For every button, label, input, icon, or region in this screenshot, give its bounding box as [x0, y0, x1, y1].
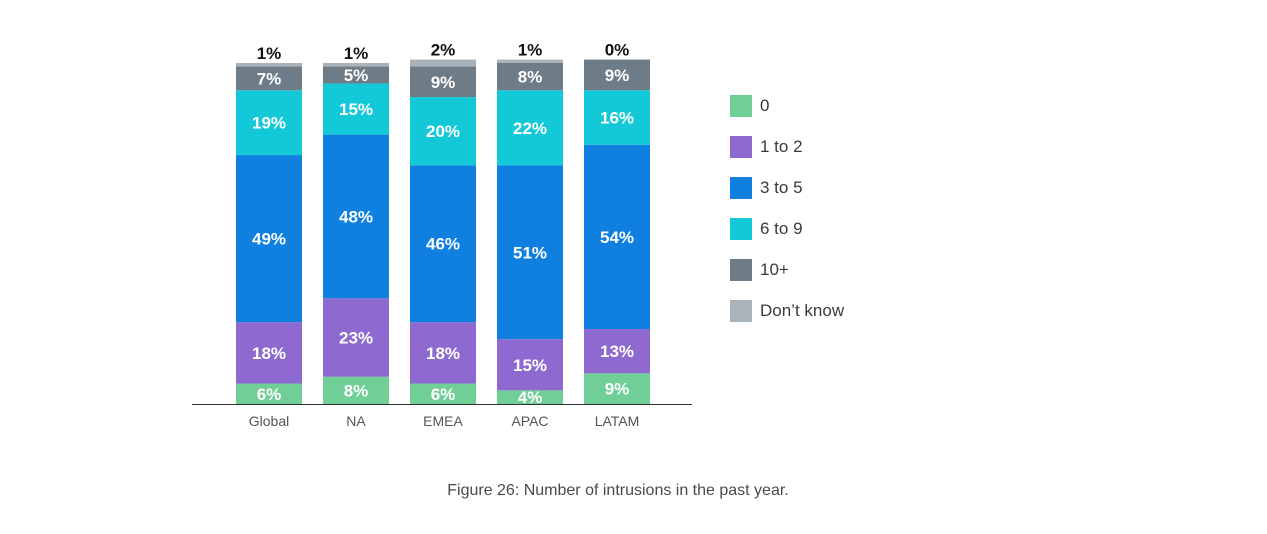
- legend-item-10-plus: 10+: [730, 249, 844, 290]
- legend-label-3-to-5: 3 to 5: [760, 177, 803, 197]
- legend-label-6-to-9: 6 to 9: [760, 218, 803, 238]
- x-tick-label-na: NA: [346, 413, 366, 429]
- data-label-global-don-t-know: 1%: [257, 44, 282, 63]
- bar-segment-latam-1-to-2: [584, 328, 650, 374]
- bar-segment-latam-6-to-9: [584, 90, 650, 145]
- data-label-emea-10: 9%: [431, 73, 456, 92]
- legend-swatch-1-to-2: [730, 135, 752, 158]
- data-label-na-10: 5%: [344, 66, 369, 85]
- bar-segment-apac-0: [497, 390, 563, 404]
- bar-segment-latam-10: [584, 59, 650, 91]
- legend-item-3-to-5: 3 to 5: [730, 167, 844, 208]
- legend-swatch-10-plus: [730, 258, 752, 281]
- bar-segment-emea-1-to-2: [410, 322, 476, 384]
- bar-segment-emea-don-t-know: [410, 59, 476, 67]
- bar-segment-apac-10: [497, 63, 563, 91]
- x-tick-label-global: Global: [249, 413, 289, 429]
- data-label-na-don-t-know: 1%: [344, 44, 369, 63]
- data-label-apac-10: 8%: [518, 68, 543, 87]
- data-label-emea-0: 6%: [431, 385, 456, 404]
- bar-segment-global-3-to-5: [236, 155, 302, 323]
- stacked-bar-chart: 6% 18% 49% 19% 7% 1% Global 8% 23% 48% 15% 5% 1% NA 6%…: [192, 41, 692, 429]
- data-label-global-6-to-9: 19%: [252, 114, 286, 133]
- bar-segment-global-10: [236, 66, 302, 91]
- bar-segment-na-3-to-5: [323, 134, 389, 299]
- bar-segment-global-1-to-2: [236, 322, 302, 384]
- x-tick-label-latam: LATAM: [595, 413, 640, 429]
- bar-segment-apac-3-to-5: [497, 165, 563, 340]
- legend-label-1-to-2: 1 to 2: [760, 136, 803, 156]
- bar-segment-global-0: [236, 383, 302, 404]
- legend-label-dont-know: Don’t know: [760, 300, 845, 320]
- data-label-na-0: 8%: [344, 381, 369, 400]
- chart-legend: 0 1 to 2 3 to 5 6 to 9 10+ Don’t know: [730, 85, 844, 331]
- legend-swatch-dont-know: [730, 299, 752, 322]
- data-label-latam-10: 9%: [605, 66, 630, 85]
- data-label-latam-0: 9%: [605, 380, 630, 399]
- data-label-apac-1-to-2: 15%: [513, 356, 547, 375]
- data-label-apac-0: 4%: [518, 388, 543, 407]
- x-tick-label-emea: EMEA: [423, 413, 463, 429]
- bar-segment-na-10: [323, 66, 389, 84]
- legend-swatch-0: [730, 94, 752, 117]
- data-label-latam-3-to-5: 54%: [600, 228, 634, 247]
- legend-item-0: 0: [730, 85, 844, 126]
- bar-segment-emea-3-to-5: [410, 165, 476, 323]
- bar-segment-latam-3-to-5: [584, 144, 650, 329]
- legend-label-0: 0: [760, 95, 770, 115]
- x-tick-label-apac: APAC: [511, 413, 548, 429]
- data-label-global-10: 7%: [257, 69, 282, 88]
- data-label-na-6-to-9: 15%: [339, 100, 373, 119]
- bar-segment-global-don-t-know: [236, 63, 302, 67]
- data-label-global-3-to-5: 49%: [252, 230, 286, 249]
- data-label-global-0: 6%: [257, 385, 282, 404]
- bar-segment-emea-6-to-9: [410, 97, 476, 166]
- bar-segment-global-6-to-9: [236, 90, 302, 156]
- legend-item-1-to-2: 1 to 2: [730, 126, 844, 167]
- bar-segment-apac-6-to-9: [497, 90, 563, 166]
- bar-segment-na-don-t-know: [323, 63, 389, 67]
- bar-segment-latam-0: [584, 373, 650, 404]
- data-label-apac-6-to-9: 22%: [513, 119, 547, 138]
- legend-swatch-6-to-9: [730, 217, 752, 240]
- data-label-emea-6-to-9: 20%: [426, 122, 460, 141]
- legend-swatch-3-to-5: [730, 176, 752, 199]
- bar-segment-emea-0: [410, 383, 476, 404]
- data-label-emea-1-to-2: 18%: [426, 344, 460, 363]
- data-label-na-1-to-2: 23%: [339, 329, 373, 348]
- bar-segment-na-0: [323, 376, 389, 404]
- data-label-emea-3-to-5: 46%: [426, 235, 460, 254]
- data-label-apac-don-t-know: 1%: [518, 41, 543, 60]
- bar-segment-emea-10: [410, 66, 476, 98]
- data-label-latam-don-t-know: 0%: [605, 41, 630, 60]
- data-label-emea-don-t-know: 2%: [431, 41, 456, 60]
- data-label-latam-6-to-9: 16%: [600, 109, 634, 128]
- legend-item-6-to-9: 6 to 9: [730, 208, 844, 249]
- data-label-global-1-to-2: 18%: [252, 344, 286, 363]
- legend-label-10-plus: 10+: [760, 259, 789, 279]
- bar-segment-na-6-to-9: [323, 83, 389, 135]
- data-label-apac-3-to-5: 51%: [513, 243, 547, 262]
- data-label-latam-1-to-2: 13%: [600, 342, 634, 361]
- figure-caption: Figure 26: Number of intrusions in the p…: [447, 482, 789, 499]
- bar-segment-na-1-to-2: [323, 298, 389, 377]
- data-label-na-3-to-5: 48%: [339, 207, 373, 226]
- bar-segment-apac-don-t-know: [497, 59, 563, 63]
- bar-segment-apac-1-to-2: [497, 339, 563, 391]
- legend-item-dont-know: Don’t know: [730, 290, 844, 331]
